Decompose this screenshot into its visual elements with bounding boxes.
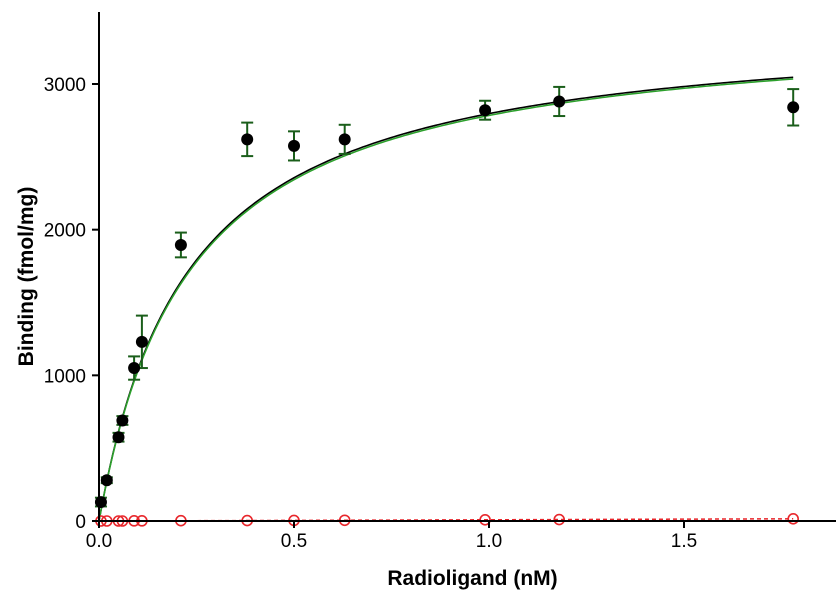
total-binding-series [94,95,800,509]
y-tick-label: 1000 [44,366,86,387]
total-binding-data-point [479,104,492,117]
total-binding-data-point [174,238,187,251]
x-tick-label: 1.5 [671,531,697,552]
fit-curve [98,76,794,522]
total-binding-data-point [288,139,300,152]
y-axis-title: Binding (fmol/mg) [15,187,38,367]
total-binding-data-point [787,101,800,114]
y-tick-label: 3000 [44,75,86,96]
error-bars [94,85,800,508]
total-binding-data-point [100,474,113,487]
fit-curves [98,76,794,522]
total-binding-data-point [135,335,148,348]
total-binding-data-point [241,133,254,146]
x-tick-label: 1.0 [476,531,502,552]
y-ticks: 0 1000 2000 3000 [44,75,99,533]
nonspecific-series [95,513,800,527]
total-binding-data-point [338,133,351,146]
total-binding-data-point [94,496,107,509]
x-tick-label: 0.5 [281,531,307,552]
total-binding-data-point [112,431,125,444]
x-ticks: 0.0 0.5 1.0 1.5 [86,521,697,552]
axes [98,12,836,522]
total-binding-data-point [553,95,566,108]
x-tick-label: 0.0 [86,531,112,552]
total-binding-data-point [128,362,141,375]
total-binding-data-point [116,414,129,427]
y-tick-label: 2000 [44,221,86,242]
x-axis-title: Radioligand (nM) [387,567,557,590]
fit-curve [98,78,794,522]
y-tick-label: 0 [75,512,86,533]
